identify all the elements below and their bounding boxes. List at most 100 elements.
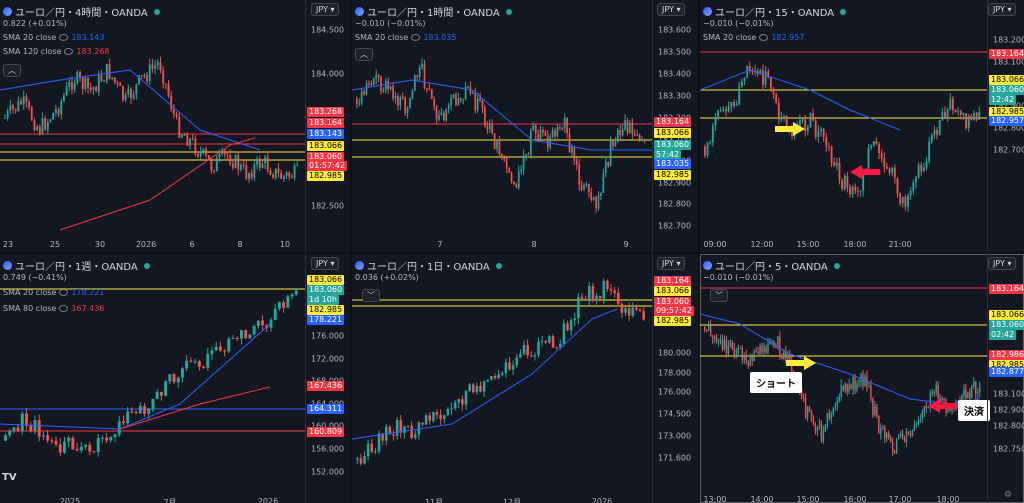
candle-body: [457, 98, 460, 106]
candle-body: [395, 419, 399, 436]
currency-selector[interactable]: JPY ▾: [657, 257, 686, 270]
sma-line[interactable]: [0, 323, 271, 430]
candle-body: [113, 77, 116, 83]
candle-body: [810, 411, 813, 421]
price-tick: 173.000: [658, 431, 692, 441]
chart-panel-5m[interactable]: ユーロ／円・5・OANDA −0.010 (−0.01%) ﹀ JPY ▾ ショ…: [700, 254, 1024, 503]
candle-body: [711, 335, 714, 338]
chart-panel-1d[interactable]: ユーロ／円・1日・OANDA 0.036 (+0.02%) ﹀ JPY ▾ 18…: [352, 254, 698, 503]
price-tick: 180.000: [658, 348, 692, 358]
candle-body: [457, 399, 461, 403]
candle-body: [973, 112, 975, 120]
price-scale[interactable]: [305, 254, 350, 503]
tradingview-logo-icon[interactable]: TV: [2, 472, 17, 483]
candle-body: [71, 437, 75, 450]
candle-body: [834, 405, 836, 408]
exit-arrow-icon[interactable]: [928, 399, 958, 413]
candle-body: [604, 161, 607, 174]
candle-body: [293, 165, 296, 178]
price-scale[interactable]: [305, 0, 350, 252]
price-scale[interactable]: [652, 0, 698, 252]
chart-panel-15m[interactable]: ユーロ／円・15・OANDA −0.010 (−0.01%) SMA 20 cl…: [700, 0, 1024, 252]
candle-body: [261, 163, 264, 168]
sma-line[interactable]: [700, 69, 901, 131]
candle-body: [767, 342, 769, 353]
candle-body: [595, 295, 598, 301]
candle-body: [33, 120, 36, 131]
candle-body: [923, 406, 926, 413]
candle-body: [58, 444, 62, 453]
candle-body: [591, 286, 595, 301]
indicator-legend[interactable]: SMA 80 close 167.436: [3, 304, 104, 313]
indicator-value: 178.221: [71, 288, 105, 297]
currency-selector[interactable]: JPY ▾: [657, 3, 686, 16]
candle-body: [573, 147, 576, 161]
candle-body: [143, 75, 146, 77]
candle-body: [296, 165, 299, 167]
candle-body: [737, 347, 740, 354]
indicator-legend[interactable]: SMA 20 close 178.221: [3, 288, 104, 297]
sma-long-line[interactable]: [119, 386, 271, 430]
candle-body: [635, 307, 638, 310]
currency-selector[interactable]: JPY ▾: [988, 257, 1017, 270]
currency-selector[interactable]: JPY ▾: [311, 3, 340, 16]
price-scale[interactable]: [987, 254, 1024, 503]
candle-body: [825, 137, 828, 147]
candle-body: [498, 140, 501, 154]
candle-body: [584, 298, 587, 300]
indicator-legend[interactable]: SMA 20 close 182.957: [703, 33, 804, 42]
entry-arrow-icon[interactable]: [786, 356, 816, 370]
candle-body: [154, 65, 157, 69]
visibility-icon[interactable]: [59, 34, 69, 41]
candle-body: [202, 366, 206, 368]
sma-line[interactable]: [352, 79, 652, 151]
candle-body: [559, 127, 561, 129]
candle-body: [809, 113, 812, 127]
candle-body: [883, 158, 886, 167]
visibility-icon[interactable]: [759, 34, 769, 41]
price-label: 183.060: [989, 85, 1024, 95]
candle-body: [747, 361, 749, 366]
settings-gear-icon[interactable]: ⚙: [1004, 490, 1013, 500]
sma-line[interactable]: [0, 69, 261, 151]
candle-body: [479, 98, 481, 101]
sma-line[interactable]: [352, 308, 618, 440]
price-tick: 182.700: [658, 221, 692, 231]
chart-panel-4h[interactable]: ユーロ／円・4時間・OANDA 0.822 (+0.01%) SMA 20 cl…: [0, 0, 350, 252]
candle-body: [751, 356, 753, 362]
candle-body: [89, 87, 92, 90]
price-label: 183.164: [654, 117, 692, 127]
expand-legend-button[interactable]: ﹀: [710, 289, 728, 302]
currency-selector[interactable]: JPY ▾: [311, 257, 340, 270]
expand-legend-button[interactable]: ﹀: [362, 289, 380, 302]
candle-body: [907, 431, 910, 434]
candle-body: [878, 143, 880, 154]
chart-header: ユーロ／円・4時間・OANDA: [3, 4, 160, 19]
candle-body: [189, 138, 191, 146]
collapse-legend-button[interactable]: ︿: [355, 48, 373, 61]
close-position-note[interactable]: 決済: [958, 400, 990, 421]
short-entry-note[interactable]: ショート: [750, 372, 802, 393]
indicator-legend[interactable]: SMA 120 close 183.268: [3, 47, 110, 56]
visibility-icon[interactable]: [59, 289, 69, 296]
candle-body: [375, 74, 378, 79]
oanda-logo-icon: [703, 7, 712, 16]
entry-arrow-icon[interactable]: [775, 122, 805, 136]
currency-selector[interactable]: JPY ▾: [988, 3, 1017, 16]
candle-body: [122, 421, 125, 424]
market-open-icon: [833, 262, 840, 269]
visibility-icon[interactable]: [59, 305, 69, 312]
sma-long-line[interactable]: [59, 137, 256, 231]
chart-panel-1h[interactable]: ユーロ／円・1時間・OANDA −0.010 (−0.01%) SMA 20 c…: [352, 0, 698, 252]
price-scale[interactable]: [652, 254, 698, 503]
price-scale[interactable]: [987, 0, 1024, 252]
indicator-legend[interactable]: SMA 20 close 183.035: [355, 33, 456, 42]
chart-panel-1w[interactable]: ユーロ／円・1週・OANDA 0.749 (−0.41%) SMA 20 clo…: [0, 254, 350, 503]
visibility-icon[interactable]: [411, 34, 421, 41]
exit-arrow-icon[interactable]: [850, 165, 880, 179]
candle-body: [704, 327, 706, 331]
visibility-icon[interactable]: [64, 48, 74, 55]
indicator-legend[interactable]: SMA 20 close 183.143: [3, 33, 104, 42]
time-tick: 8: [237, 240, 243, 249]
collapse-legend-button[interactable]: ︿: [3, 64, 21, 77]
